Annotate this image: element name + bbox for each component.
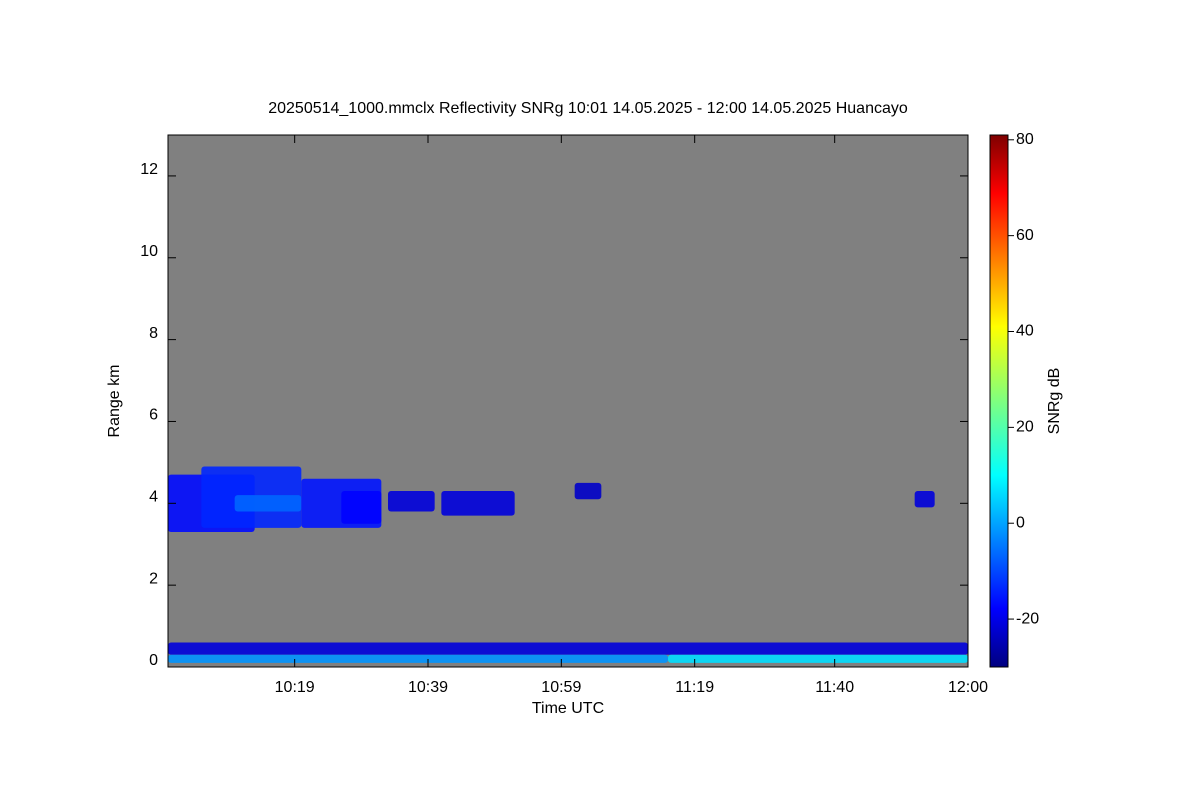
x-tick-label: 11:40 — [815, 679, 854, 696]
x-tick-label: 10:39 — [408, 679, 448, 696]
x-tick-label: 10:59 — [541, 679, 581, 696]
echo-cell — [668, 654, 968, 663]
echo-cell — [234, 495, 302, 512]
echo-cell — [341, 491, 382, 524]
x-tick-label: 12:00 — [948, 679, 988, 696]
colorbar-tick-label: 60 — [1016, 227, 1034, 244]
y-axis-label: Range km — [106, 365, 123, 438]
plot-frame — [167, 134, 969, 668]
chart-title: 20250514_1000.mmclx Reflectivity SNRg 10… — [268, 100, 908, 117]
echo-cell — [914, 491, 935, 508]
x-tick-label: 11:19 — [675, 679, 714, 696]
y-tick-label: 4 — [149, 489, 158, 506]
x-tick-label: 10:19 — [275, 679, 315, 696]
echo-cell — [388, 491, 435, 512]
echo-cell — [168, 654, 668, 663]
echo-cell — [441, 491, 515, 516]
y-tick-label: 12 — [140, 161, 158, 178]
plot-background — [168, 135, 968, 667]
colorbar-tick-label: 20 — [1016, 419, 1034, 436]
colorbar-tick-label: 0 — [1016, 514, 1025, 531]
y-tick-label: 8 — [149, 325, 158, 342]
colorbar-tick-label: 40 — [1016, 323, 1034, 340]
colorbar-tick-label: 80 — [1016, 131, 1034, 148]
y-tick-label: 10 — [140, 243, 158, 260]
y-tick-label: 0 — [149, 652, 158, 669]
colorbar-label: SNRg dB — [1046, 368, 1063, 435]
x-axis-label: Time UTC — [532, 700, 604, 717]
colorbar-tick-label: -20 — [1016, 610, 1039, 627]
colorbar — [989, 134, 1009, 668]
y-tick-label: 2 — [149, 570, 158, 587]
y-tick-label: 6 — [149, 407, 158, 424]
echo-cell — [574, 482, 602, 500]
echo-cell — [168, 642, 968, 655]
